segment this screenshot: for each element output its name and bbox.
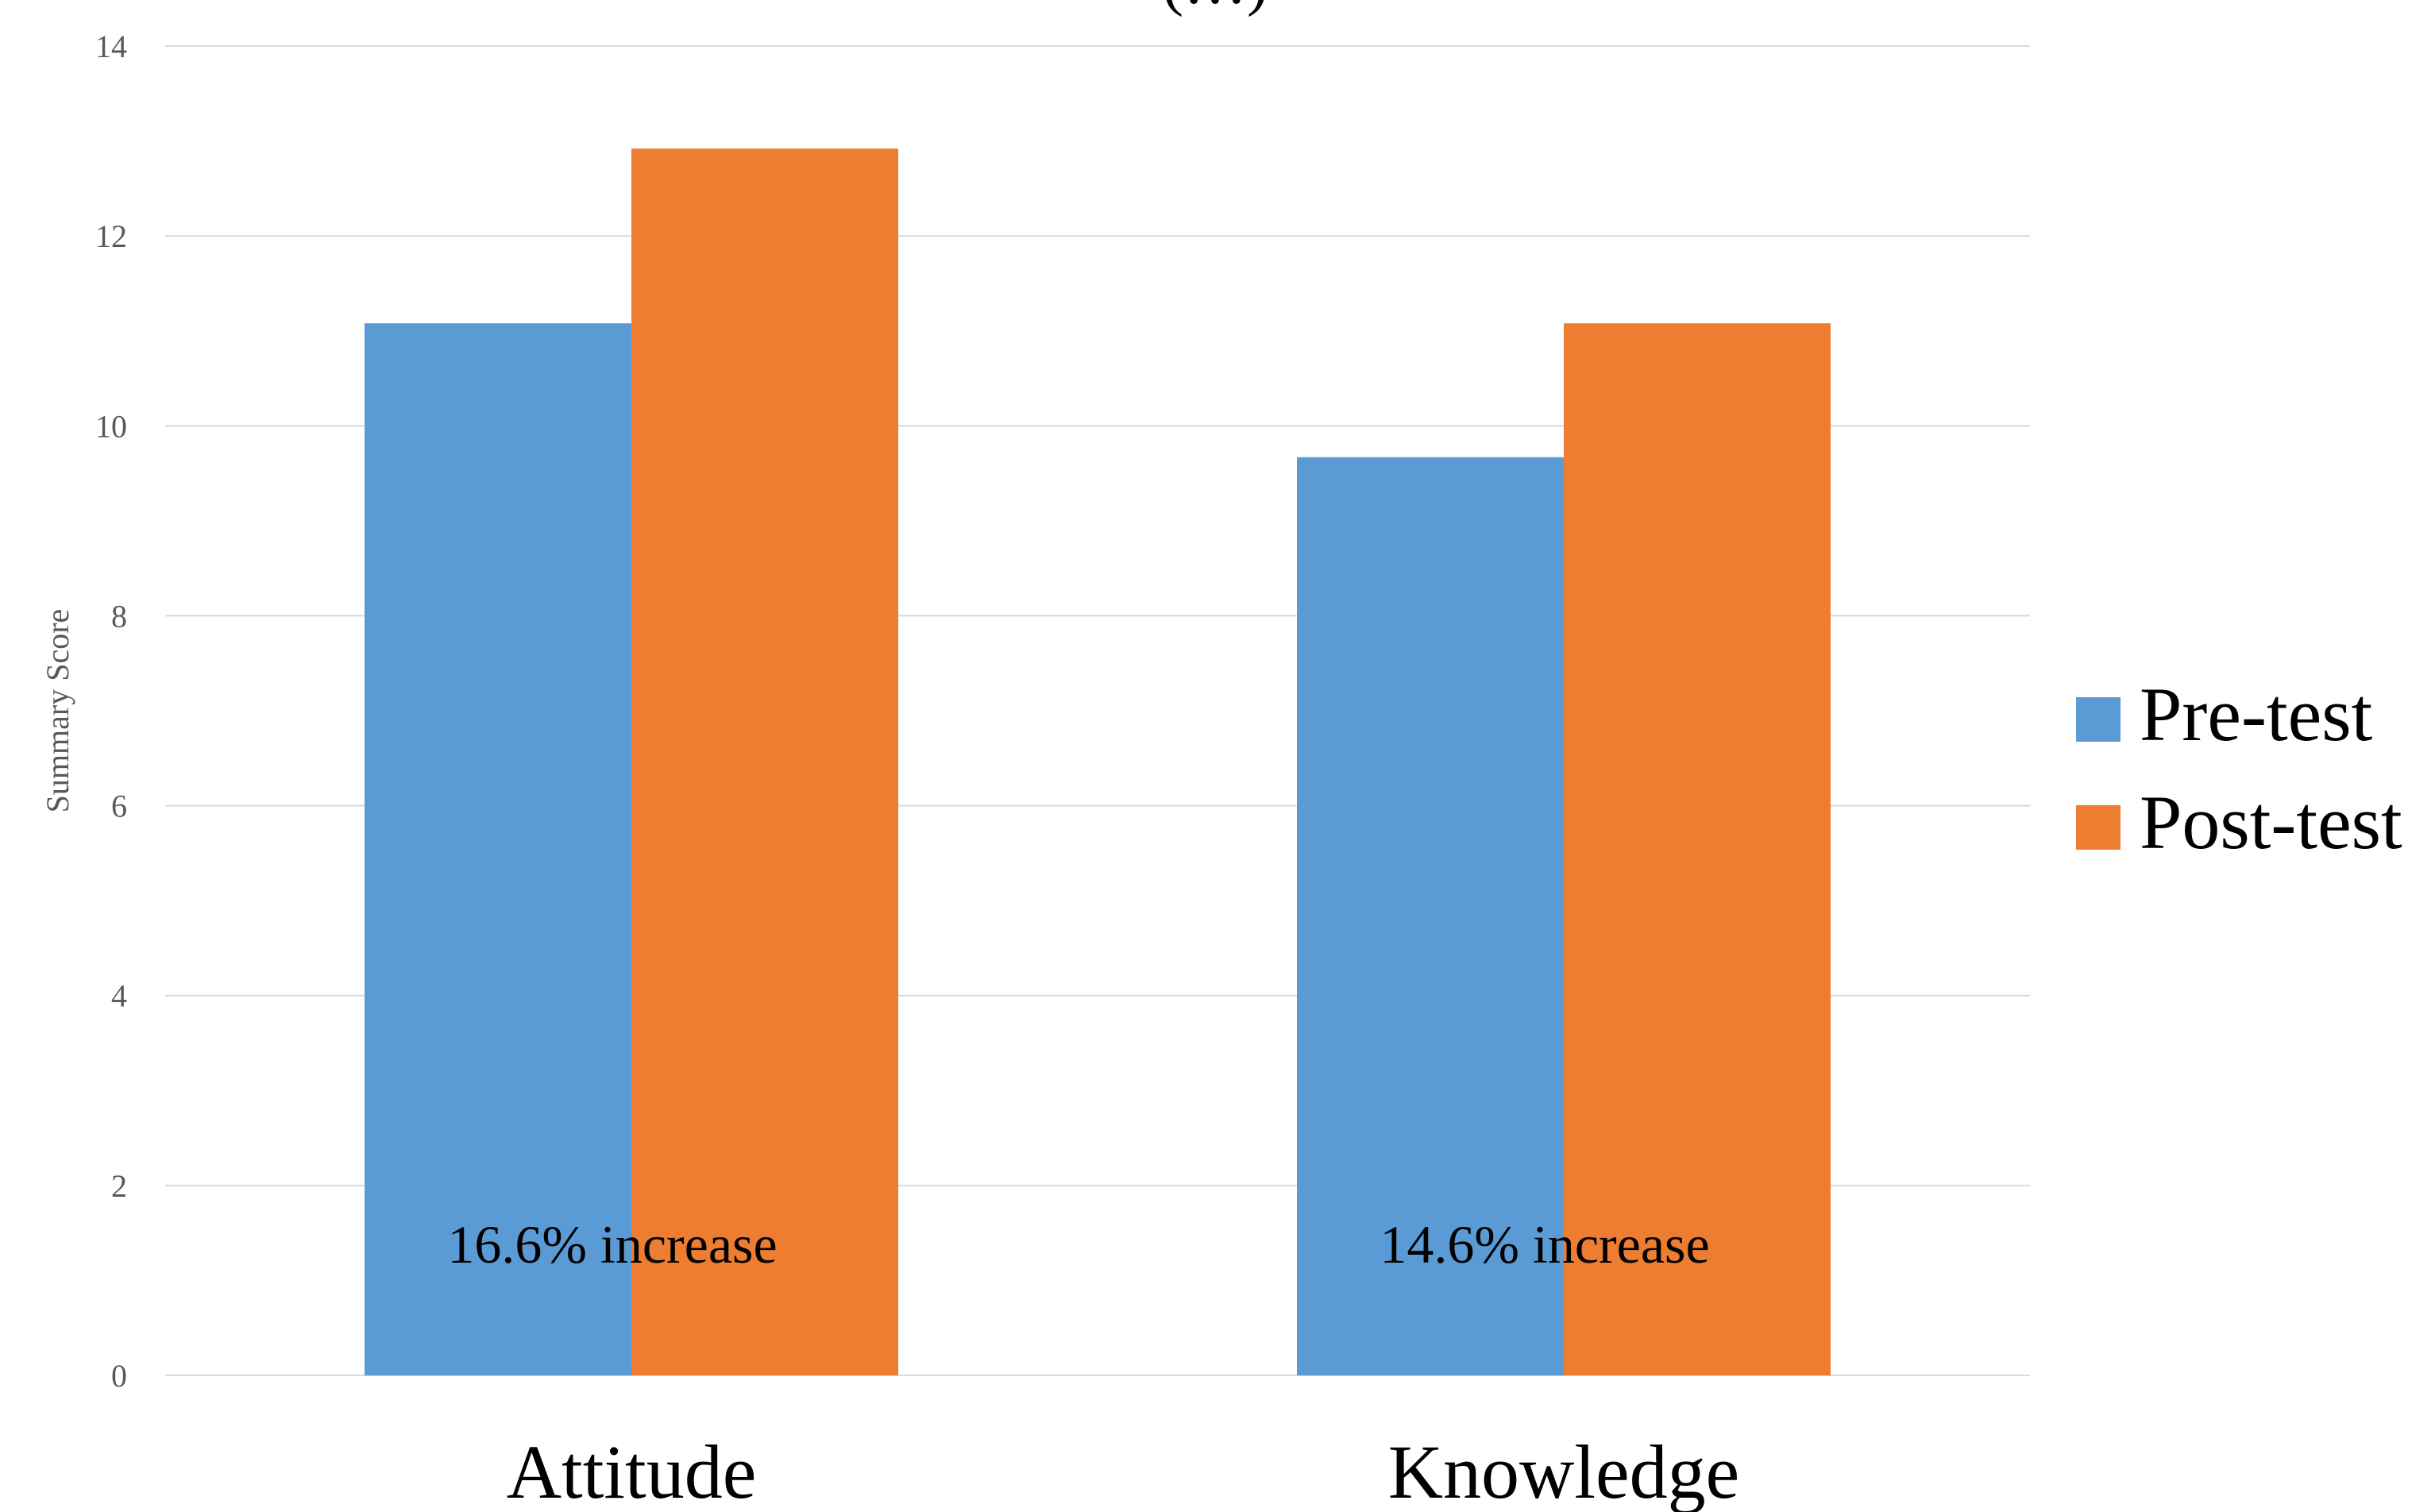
y-tick-label: 0: [111, 1358, 127, 1394]
legend-swatch: [2076, 697, 2120, 742]
annotations: 16.6% increase 14.6% increase: [447, 1214, 1709, 1275]
chart-title: (…): [1162, 0, 1268, 17]
y-tick-label: 4: [111, 978, 127, 1014]
y-tick-label: 10: [95, 408, 127, 444]
legend-label: Pre-test: [2140, 672, 2373, 757]
y-tick-label: 8: [111, 598, 127, 634]
y-tick-label: 14: [95, 29, 127, 64]
y-axis-label: Summary Score: [40, 609, 75, 813]
increase-annotation: 14.6% increase: [1380, 1214, 1709, 1275]
legend-swatch: [2076, 805, 2120, 850]
x-axis-categories: Attitude Knowledge: [507, 1429, 1740, 1512]
x-category-label: Attitude: [507, 1429, 757, 1512]
y-tick-label: 6: [111, 789, 127, 824]
bar-post-test-attitude: [631, 148, 898, 1375]
bar-pre-test-attitude: [365, 323, 631, 1375]
y-tick-label: 12: [95, 218, 127, 254]
increase-annotation: 16.6% increase: [447, 1214, 777, 1275]
x-category-label: Knowledge: [1388, 1429, 1740, 1512]
legend: Pre-test Post-test: [2076, 672, 2402, 865]
bars: [365, 148, 1831, 1375]
y-tick-label: 2: [111, 1168, 127, 1204]
legend-label: Post-test: [2140, 780, 2402, 865]
bar-post-test-knowledge: [1564, 323, 1831, 1375]
bar-pre-test-knowledge: [1297, 457, 1564, 1375]
y-axis-ticks: 0 2 4 6 8 10 12 14: [95, 29, 127, 1394]
